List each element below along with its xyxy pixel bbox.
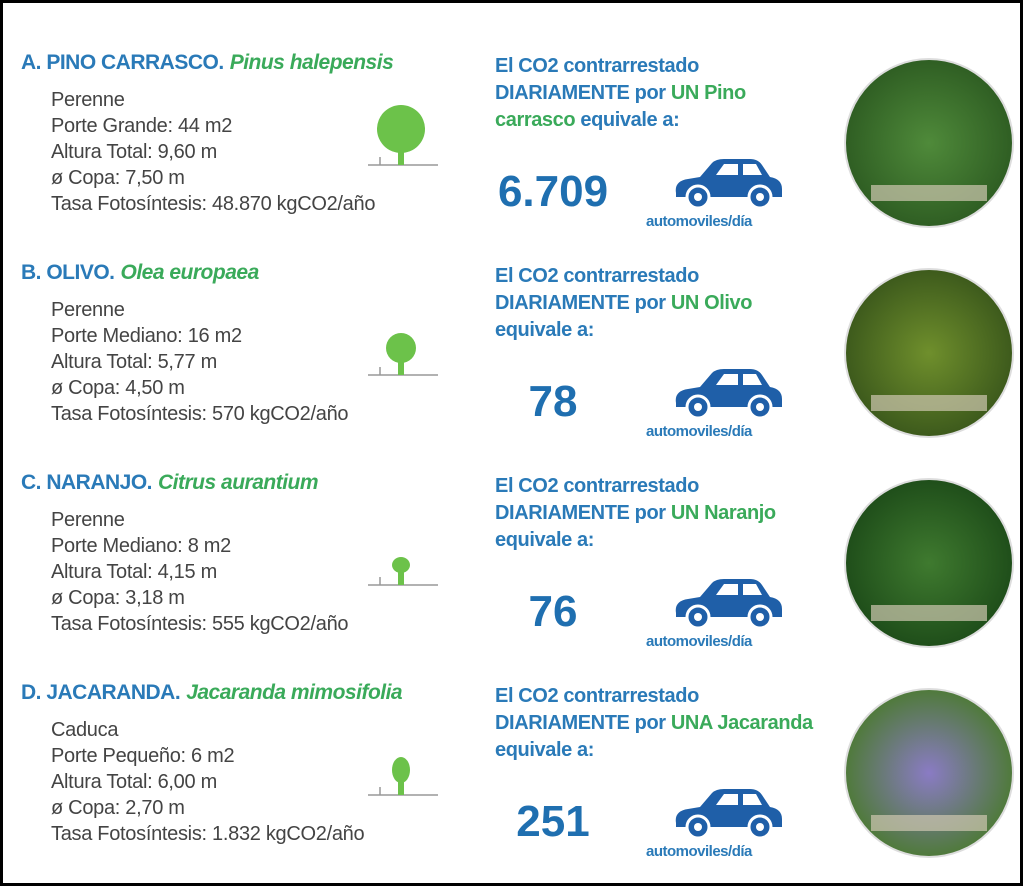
hub: [694, 613, 702, 621]
hub: [756, 613, 764, 621]
crown: [392, 557, 410, 573]
crown: [386, 333, 416, 363]
tree-photo: [841, 475, 1017, 651]
co2-intro: El CO2 contrarrestado DIARIAMENTE por: [495, 475, 699, 524]
hub: [694, 403, 702, 411]
attribute: Tasa Fotosíntesis: 570 kgCO2/año: [51, 401, 348, 427]
photo-ground: [871, 605, 987, 621]
car-unit: automoviles/día: [646, 423, 752, 440]
common-name: B. OLIVO.: [21, 261, 115, 284]
co2-outro: equivale a:: [495, 739, 594, 761]
common-name: A. PINO CARRASCO.: [21, 51, 224, 74]
tree-row: A. PINO CARRASCO. Pinus halepensis Perenne…: [3, 43, 1020, 253]
car-icon: [668, 785, 788, 845]
car-count: 78: [483, 377, 623, 427]
car-count: 251: [483, 797, 623, 847]
co2-outro: equivale a:: [495, 319, 594, 341]
car-count: 6.709: [483, 167, 623, 217]
attribute: Porte Grande: 44 m2: [51, 113, 375, 139]
common-name: C. NARANJO.: [21, 471, 152, 494]
car-icon: [668, 365, 788, 425]
tree-title: A. PINO CARRASCO. Pinus halepensis: [21, 51, 393, 75]
tree-photo: [841, 55, 1017, 231]
attribute: Perenne: [51, 507, 348, 533]
attribute: ø Copa: 3,18 m: [51, 585, 348, 611]
scientific-name: Citrus aurantium: [158, 471, 318, 494]
car-icon: [668, 155, 788, 215]
photo-circle: [845, 59, 1013, 227]
hub: [694, 193, 702, 201]
attribute: Tasa Fotosíntesis: 1.832 kgCO2/año: [51, 821, 364, 847]
infographic: A. PINO CARRASCO. Pinus halepensis Perenne…: [0, 0, 1023, 886]
attribute: Altura Total: 5,77 m: [51, 349, 348, 375]
tree-icon: [358, 303, 448, 393]
photo-ground: [871, 185, 987, 201]
car-unit: automoviles/día: [646, 213, 752, 230]
attribute: Altura Total: 9,60 m: [51, 139, 375, 165]
co2-intro: El CO2 contrarrestado DIARIAMENTE por: [495, 55, 699, 104]
scientific-name: Olea europaea: [121, 261, 259, 284]
co2-outro: equivale a:: [580, 109, 679, 131]
photo-ground: [871, 395, 987, 411]
tree-icon: [358, 93, 448, 183]
co2-text: El CO2 contrarrestado DIARIAMENTE por UN…: [495, 473, 815, 554]
co2-highlight: UN Olivo: [671, 292, 752, 314]
photo-circle: [845, 689, 1013, 857]
hub: [756, 403, 764, 411]
attribute: Porte Mediano: 16 m2: [51, 323, 348, 349]
attribute: ø Copa: 2,70 m: [51, 795, 364, 821]
tree-row: D. JACARANDA. Jacaranda mimosifolia Caduca…: [3, 673, 1020, 883]
crown: [392, 757, 410, 783]
hub: [756, 193, 764, 201]
photo-ground: [871, 815, 987, 831]
tree-title: B. OLIVO. Olea europaea: [21, 261, 259, 285]
attribute: Caduca: [51, 717, 364, 743]
scientific-name: Jacaranda mimosifolia: [186, 681, 402, 704]
attribute: Porte Mediano: 8 m2: [51, 533, 348, 559]
car-unit: automoviles/día: [646, 633, 752, 650]
co2-highlight: UN Naranjo: [671, 502, 776, 524]
co2-highlight: UNA Jacaranda: [671, 712, 813, 734]
attribute: ø Copa: 7,50 m: [51, 165, 375, 191]
car-count: 76: [483, 587, 623, 637]
attribute: ø Copa: 4,50 m: [51, 375, 348, 401]
hub: [756, 823, 764, 831]
common-name: D. JACARANDA.: [21, 681, 180, 704]
hub: [694, 823, 702, 831]
crown: [377, 105, 425, 153]
photo-circle: [845, 269, 1013, 437]
attribute: Tasa Fotosíntesis: 555 kgCO2/año: [51, 611, 348, 637]
tree-icon: [358, 513, 448, 603]
photo-circle: [845, 479, 1013, 647]
co2-text: El CO2 contrarrestado DIARIAMENTE por UN…: [495, 263, 815, 344]
co2-text: El CO2 contrarrestado DIARIAMENTE por UN…: [495, 683, 815, 764]
co2-text: El CO2 contrarrestado DIARIAMENTE por UN…: [495, 53, 815, 134]
attribute: Porte Pequeño: 6 m2: [51, 743, 364, 769]
co2-outro: equivale a:: [495, 529, 594, 551]
tree-title: D. JACARANDA. Jacaranda mimosifolia: [21, 681, 402, 705]
car-icon: [668, 575, 788, 635]
co2-intro: El CO2 contrarrestado DIARIAMENTE por: [495, 685, 699, 734]
attribute: Tasa Fotosíntesis: 48.870 kgCO2/año: [51, 191, 375, 217]
tree-title: C. NARANJO. Citrus aurantium: [21, 471, 318, 495]
attribute: Perenne: [51, 87, 375, 113]
attribute: Perenne: [51, 297, 348, 323]
tree-icon: [358, 723, 448, 813]
tree-photo: [841, 685, 1017, 861]
scientific-name: Pinus halepensis: [230, 51, 394, 74]
co2-intro: El CO2 contrarrestado DIARIAMENTE por: [495, 265, 699, 314]
attribute: Altura Total: 6,00 m: [51, 769, 364, 795]
attribute: Altura Total: 4,15 m: [51, 559, 348, 585]
car-unit: automoviles/día: [646, 843, 752, 860]
tree-photo: [841, 265, 1017, 441]
